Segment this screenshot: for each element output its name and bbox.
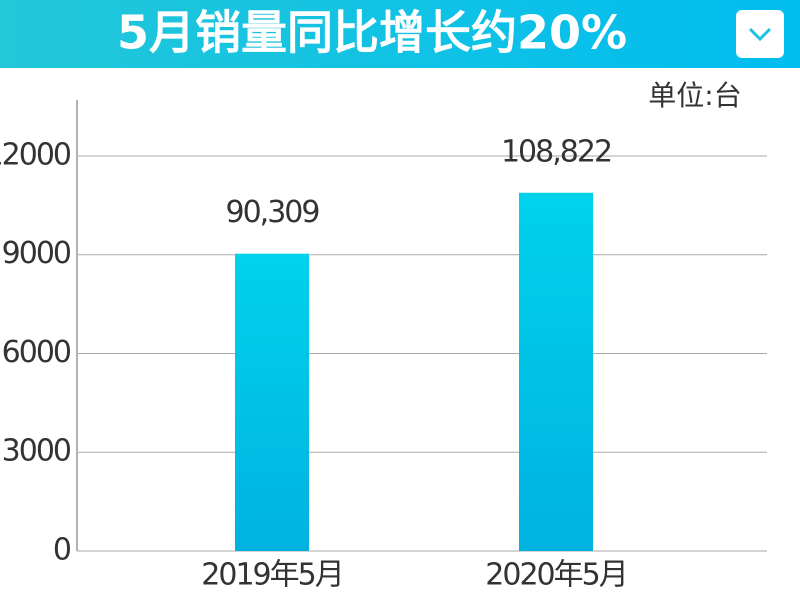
y-tick-label: 3000 [2,434,71,469]
bar [235,253,309,551]
y-tick-label: 0 [53,533,71,568]
bar [519,192,593,551]
x-tick-label: 2020年5月 [485,558,626,593]
value-label: 90,309 [226,195,319,230]
chart-title: 5月销量同比增长约20% [117,6,627,60]
y-tick-label: 12000 [0,137,71,172]
header-bar [0,0,800,68]
value-label: 108,822 [501,134,611,169]
y-tick-label: 6000 [2,335,71,370]
chevron [748,27,772,42]
dropdown-button[interactable] [736,10,784,58]
unit-label: 单位:台 [648,79,741,112]
y-tick-label: 9000 [2,236,71,271]
dropdown-box[interactable] [736,10,784,58]
x-tick-label: 2019年5月 [201,558,342,593]
